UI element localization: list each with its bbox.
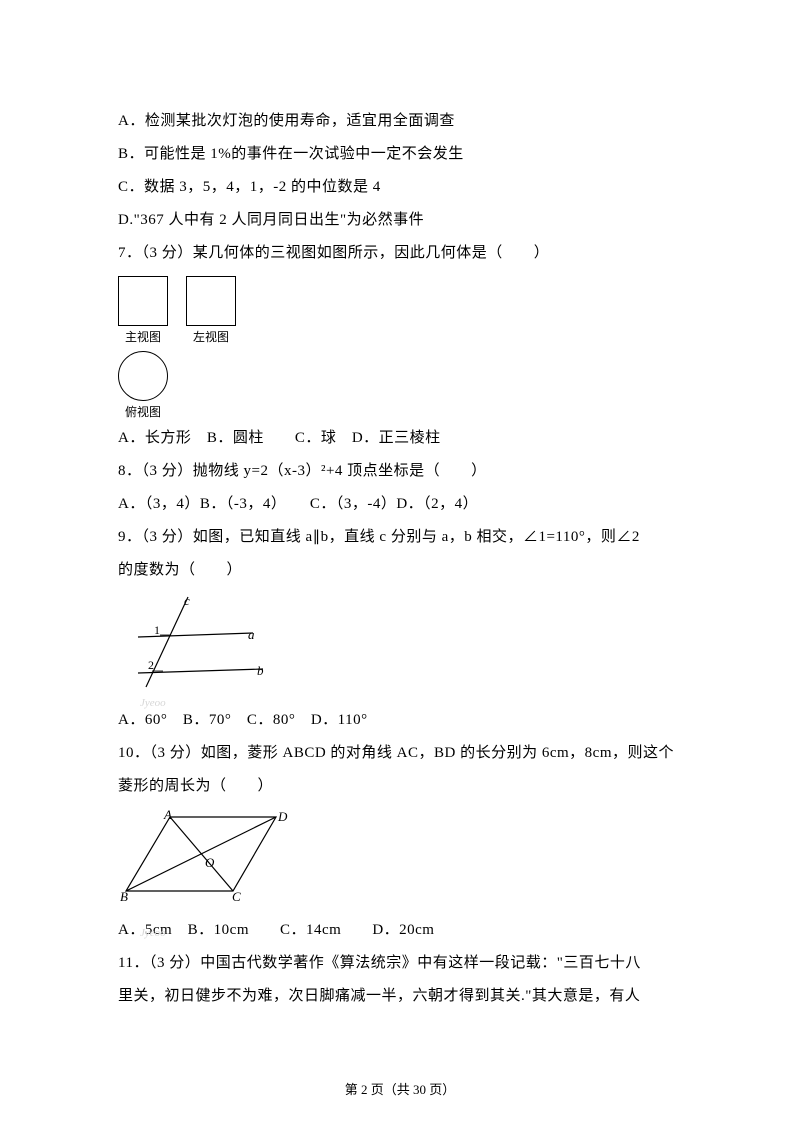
parallel-lines-diagram: c a b 1 2 (118, 595, 682, 700)
q8-stem: 8．（3 分）抛物线 y=2（x-3）²+4 顶点坐标是（ ） (118, 455, 682, 488)
label-A: A (163, 809, 172, 822)
rhombus-diagram: A D B C O (118, 809, 682, 912)
top-view-label: 俯视图 (125, 403, 161, 420)
top-view: 俯视图 (118, 345, 168, 420)
label-O: O (205, 855, 215, 870)
q7-opts: A．长方形 B．圆柱 C．球 D．正三棱柱 (118, 422, 682, 455)
q6-opt-b: B．可能性是 1%的事件在一次试验中一定不会发生 (118, 138, 682, 171)
left-view-label: 左视图 (193, 328, 229, 345)
q9-opts: A．60° B．70° C．80° D．110° (118, 704, 682, 737)
label-C: C (232, 889, 241, 904)
label-c: c (184, 595, 190, 608)
square-icon (186, 276, 236, 326)
label-B: B (120, 889, 128, 904)
label-b: b (257, 663, 264, 678)
q6-opt-a: A．检测某批次灯泡的使用寿命，适宜用全面调查 (118, 105, 682, 138)
front-view-label: 主视图 (125, 328, 161, 345)
page-content: A．检测某批次灯泡的使用寿命，适宜用全面调查 B．可能性是 1%的事件在一次试验… (0, 0, 800, 1013)
angle-2: 2 (148, 658, 154, 672)
label-D: D (277, 809, 288, 824)
left-view: 左视图 (186, 276, 236, 345)
q6-opt-d: D."367 人中有 2 人同月同日出生"为必然事件 (118, 204, 682, 237)
angle-1: 1 (154, 623, 160, 637)
three-views-diagram: 主视图 左视图 俯视图 (118, 276, 682, 420)
q6-opt-c: C．数据 3，5，4，1，-2 的中位数是 4 (118, 171, 682, 204)
q7-stem: 7．（3 分）某几何体的三视图如图所示，因此几何体是（ ） (118, 237, 682, 270)
page-footer: 第 2 页（共 30 页） (0, 1079, 800, 1098)
q10-stem1: 10．（3 分）如图，菱形 ABCD 的对角线 AC，BD 的长分别为 6cm，… (118, 737, 682, 770)
q9-stem2: 的度数为（ ） (118, 554, 682, 587)
front-view: 主视图 (118, 276, 168, 345)
q10-opts: A．5cm B．10cm C．14cm D．20cm (118, 914, 682, 947)
q11-stem1: 11．（3 分）中国古代数学著作《算法统宗》中有这样一段记载："三百七十八 (118, 947, 682, 980)
label-a: a (248, 627, 255, 642)
q9-stem1: 9．（3 分）如图，已知直线 a∥b，直线 c 分别与 a，b 相交，∠1=11… (118, 521, 682, 554)
square-icon (118, 276, 168, 326)
circle-icon (118, 351, 168, 401)
q8-opts: A．（3，4）B．（-3，4） C．（3，-4）D．（2，4） (118, 488, 682, 521)
q10-stem2: 菱形的周长为（ ） (118, 770, 682, 803)
q11-stem2: 里关，初日健步不为难，次日脚痛减一半，六朝才得到其关."其大意是，有人 (118, 980, 682, 1013)
lines-svg-icon: c a b 1 2 (118, 595, 268, 695)
rhombus-svg-icon: A D B C O (118, 809, 293, 907)
